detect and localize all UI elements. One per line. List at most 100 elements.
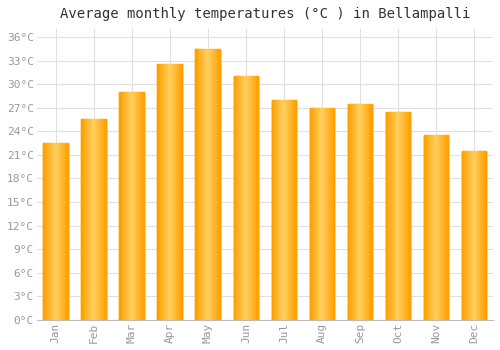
Bar <box>371 104 372 320</box>
Bar <box>103 119 104 320</box>
Bar <box>164 64 165 320</box>
Bar <box>278 100 279 320</box>
Bar <box>390 112 391 320</box>
Bar <box>88 119 89 320</box>
Bar <box>218 49 220 320</box>
Bar <box>100 119 101 320</box>
Bar <box>425 135 426 320</box>
Bar <box>359 104 360 320</box>
Bar <box>247 76 248 320</box>
Bar <box>126 92 127 320</box>
Bar <box>138 92 139 320</box>
Bar <box>137 92 138 320</box>
Bar <box>367 104 368 320</box>
Bar <box>160 64 161 320</box>
Bar <box>136 92 138 320</box>
Bar <box>363 104 364 320</box>
Bar <box>91 119 92 320</box>
Bar <box>477 151 478 320</box>
Bar <box>284 100 285 320</box>
Bar <box>212 49 213 320</box>
Bar <box>362 104 363 320</box>
Bar <box>369 104 370 320</box>
Bar <box>45 143 46 320</box>
Bar <box>253 76 254 320</box>
Bar <box>141 92 142 320</box>
Bar <box>207 49 208 320</box>
Bar <box>96 119 97 320</box>
Bar <box>139 92 140 320</box>
Bar <box>333 108 334 320</box>
Bar <box>67 143 68 320</box>
Bar <box>138 92 139 320</box>
Bar <box>291 100 292 320</box>
Bar <box>322 108 323 320</box>
Bar <box>59 143 60 320</box>
Bar <box>64 143 65 320</box>
Bar <box>470 151 471 320</box>
Bar <box>323 108 324 320</box>
Bar <box>351 104 352 320</box>
Bar <box>134 92 135 320</box>
Bar <box>476 151 477 320</box>
Bar <box>331 108 332 320</box>
Bar <box>198 49 199 320</box>
Bar <box>434 135 435 320</box>
Bar <box>56 143 57 320</box>
Bar <box>124 92 125 320</box>
Bar <box>56 143 58 320</box>
Bar <box>178 64 179 320</box>
Bar <box>317 108 318 320</box>
Bar <box>430 135 431 320</box>
Bar <box>276 100 277 320</box>
Bar <box>484 151 485 320</box>
Bar <box>236 76 237 320</box>
Bar <box>130 92 131 320</box>
Bar <box>257 76 258 320</box>
Bar <box>173 64 174 320</box>
Bar <box>143 92 144 320</box>
Bar <box>89 119 90 320</box>
Bar <box>242 76 243 320</box>
Bar <box>397 112 398 320</box>
Bar <box>389 112 390 320</box>
Bar <box>355 104 356 320</box>
Bar <box>285 100 286 320</box>
Bar <box>353 104 354 320</box>
Bar <box>55 143 56 320</box>
Bar <box>429 135 430 320</box>
Bar <box>196 49 197 320</box>
Bar <box>483 151 484 320</box>
Bar <box>294 100 295 320</box>
Bar <box>358 104 359 320</box>
Bar <box>445 135 446 320</box>
Bar <box>140 92 141 320</box>
Bar <box>328 108 329 320</box>
Bar <box>237 76 238 320</box>
Bar <box>314 108 315 320</box>
Bar <box>60 143 61 320</box>
Bar <box>248 76 249 320</box>
Bar <box>96 119 98 320</box>
Bar <box>216 49 217 320</box>
Bar <box>435 135 436 320</box>
Bar <box>442 135 443 320</box>
Bar <box>97 119 98 320</box>
Bar <box>86 119 87 320</box>
Bar <box>361 104 362 320</box>
Bar <box>129 92 130 320</box>
Bar <box>286 100 287 320</box>
Bar <box>431 135 432 320</box>
Bar <box>123 92 124 320</box>
Bar <box>174 64 175 320</box>
Bar <box>241 76 242 320</box>
Bar <box>426 135 427 320</box>
Bar <box>61 143 62 320</box>
Bar <box>208 49 209 320</box>
Bar <box>392 112 393 320</box>
Bar <box>181 64 182 320</box>
Title: Average monthly temperatures (°C ) in Bellampalli: Average monthly temperatures (°C ) in Be… <box>60 7 470 21</box>
Bar <box>352 104 353 320</box>
Bar <box>324 108 325 320</box>
Bar <box>169 64 170 320</box>
